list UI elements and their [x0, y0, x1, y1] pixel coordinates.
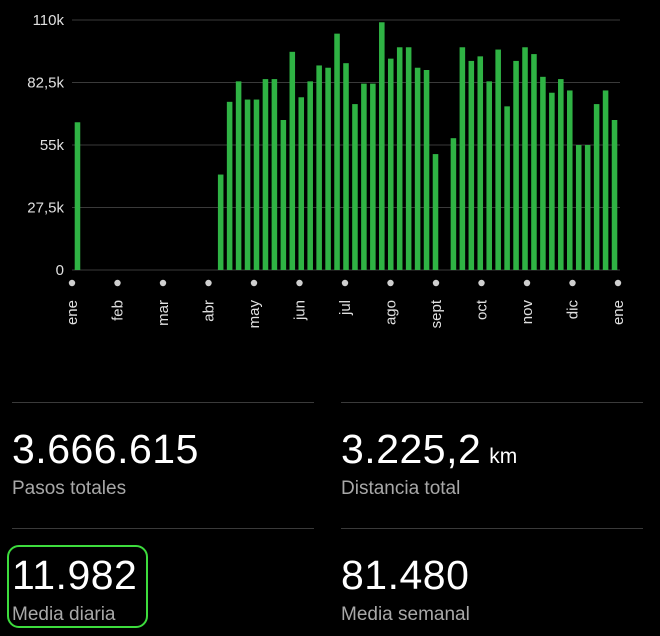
month-label: mar: [155, 300, 172, 326]
month-tick-dot: [387, 279, 394, 287]
bar[interactable]: [584, 145, 591, 270]
month-label: jul: [337, 300, 354, 316]
total-distance-unit: km: [489, 445, 518, 468]
bar[interactable]: [486, 81, 492, 270]
bar[interactable]: [361, 83, 367, 270]
month-tick-dot: [341, 279, 349, 287]
month-label: may: [246, 300, 263, 329]
bar[interactable]: [477, 56, 484, 270]
bar[interactable]: [611, 120, 618, 270]
month-tick-dot: [523, 279, 531, 287]
bar[interactable]: [316, 65, 322, 270]
month-label: ene: [64, 300, 81, 325]
stat-value-row: 3.225,2 km: [341, 426, 517, 473]
bar[interactable]: [549, 92, 555, 270]
month-label: jun: [292, 300, 309, 321]
bar[interactable]: [370, 83, 376, 270]
divider: [341, 528, 643, 529]
month-label: sept: [428, 299, 445, 328]
bar[interactable]: [235, 81, 242, 270]
bar[interactable]: [504, 106, 510, 270]
bar[interactable]: [352, 104, 358, 270]
bar[interactable]: [513, 60, 519, 270]
bar[interactable]: [334, 33, 340, 270]
stat-value-row: 11.982: [12, 552, 145, 599]
bar[interactable]: [423, 70, 430, 270]
total-distance-value: 3.225,2: [341, 426, 482, 472]
month-tick-dot: [159, 279, 167, 287]
bar[interactable]: [405, 47, 412, 270]
daily-average-label: Media diaria: [12, 604, 116, 625]
selected-stat-highlight: [7, 545, 148, 628]
y-tick-label: 27,5k: [27, 200, 64, 217]
bar[interactable]: [593, 104, 600, 270]
bar[interactable]: [540, 76, 546, 270]
month-tick-dot: [432, 279, 440, 287]
total-distance-label: Distancia total: [341, 478, 461, 499]
y-tick-label: 110k: [33, 12, 65, 29]
total-steps-label: Pasos totales: [12, 478, 127, 499]
month-tick-dot: [614, 279, 622, 287]
month-label: feb: [110, 300, 127, 321]
daily-average-value: 11.982: [12, 552, 138, 598]
month-tick-dot: [114, 279, 121, 287]
bar[interactable]: [343, 63, 349, 271]
bar[interactable]: [387, 58, 394, 270]
month-label: dic: [565, 300, 582, 320]
month-label: ene: [610, 300, 627, 325]
bar[interactable]: [567, 90, 573, 270]
bar[interactable]: [289, 51, 296, 270]
steps-chart[interactable]: 110k 82,5k 55k 27,5k 0 ene feb mar abr may jun jul a…: [0, 0, 660, 350]
bar[interactable]: [271, 79, 278, 270]
bar[interactable]: [217, 174, 224, 270]
month-label: nov: [519, 300, 536, 325]
month-label: abr: [201, 300, 218, 322]
y-tick-label: 0: [56, 262, 64, 279]
bar[interactable]: [531, 54, 537, 271]
bar[interactable]: [468, 60, 475, 270]
y-tick-label: 82,5k: [27, 75, 64, 92]
bar[interactable]: [298, 97, 305, 271]
month-tick-dot: [68, 279, 76, 287]
bar[interactable]: [280, 120, 287, 270]
bar[interactable]: [602, 90, 609, 270]
divider: [341, 402, 643, 403]
bar[interactable]: [575, 145, 582, 270]
month-tick-dot: [250, 279, 258, 287]
bar[interactable]: [379, 22, 385, 270]
total-steps-value: 3.666.615: [12, 426, 199, 472]
month-label: oct: [474, 299, 491, 320]
divider: [12, 402, 314, 403]
bar[interactable]: [522, 47, 528, 270]
bar[interactable]: [432, 154, 439, 270]
month-tick-dot: [205, 279, 212, 287]
month-tick-dot: [478, 279, 485, 287]
steps-bar-chart-svg: 110k 82,5k 55k 27,5k 0 ene feb mar abr may jun jul a…: [27, 12, 627, 329]
month-tick-dot: [296, 279, 303, 287]
stat-value-row: 3.666.615: [12, 426, 207, 473]
bar[interactable]: [253, 99, 260, 270]
bar[interactable]: [414, 67, 421, 270]
bar[interactable]: [226, 101, 233, 270]
bar[interactable]: [558, 79, 564, 270]
bar[interactable]: [459, 47, 466, 270]
weekly-average-label: Media semanal: [341, 604, 470, 625]
month-tick-dot: [569, 279, 576, 287]
bar[interactable]: [307, 81, 313, 270]
bar[interactable]: [74, 122, 81, 271]
bar[interactable]: [450, 138, 457, 270]
bar[interactable]: [325, 67, 331, 270]
y-tick-label: 55k: [40, 137, 65, 154]
bar[interactable]: [262, 79, 269, 270]
bar[interactable]: [495, 49, 501, 270]
weekly-average-value: 81.480: [341, 552, 470, 598]
divider: [12, 528, 314, 529]
bar[interactable]: [396, 47, 403, 270]
month-label: ago: [383, 300, 400, 325]
bar[interactable]: [244, 99, 251, 270]
stat-value-row: 81.480: [341, 552, 477, 599]
